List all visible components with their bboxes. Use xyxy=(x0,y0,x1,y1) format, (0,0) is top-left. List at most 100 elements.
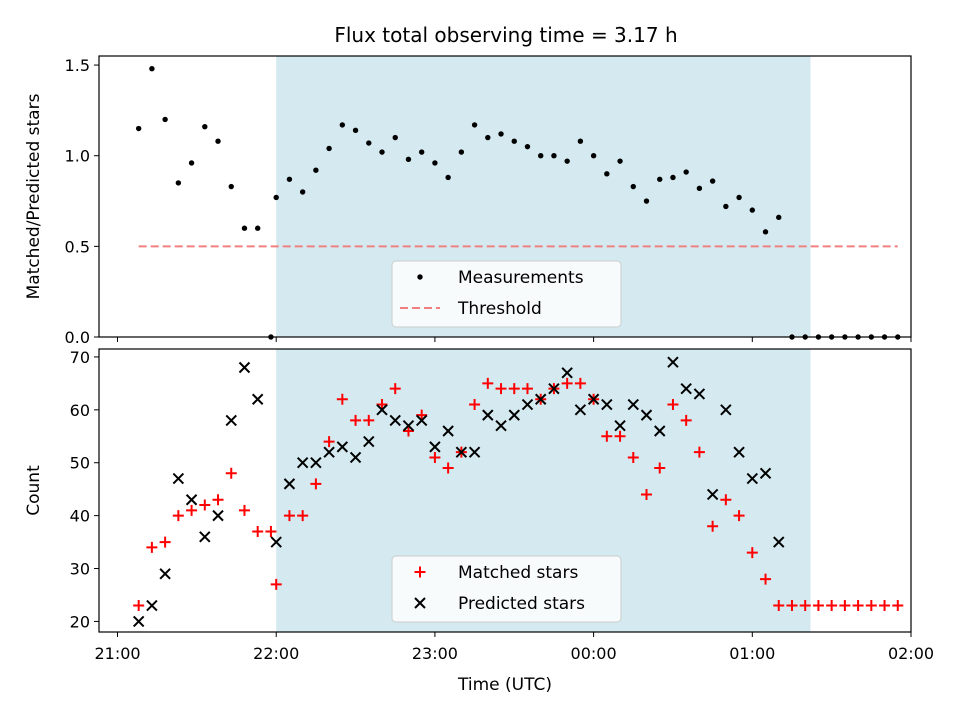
axes-frame xyxy=(98,348,912,633)
top-panel: 0.0 0.5 1.0 1.5 Matched/Predicted stars Measu… xyxy=(24,55,912,347)
matched-star-point xyxy=(350,414,362,426)
matched-star-point xyxy=(561,377,573,389)
y-tick-label: 70 xyxy=(70,348,90,367)
measurement-point xyxy=(445,174,451,181)
matched-star-point xyxy=(495,383,507,395)
measurement-point xyxy=(135,125,142,132)
predicted-star-point xyxy=(283,478,296,490)
predicted-star-point xyxy=(296,457,309,469)
matched-star-point xyxy=(654,462,666,474)
matched-star-point xyxy=(614,430,626,442)
matched-star-point xyxy=(212,494,224,506)
matched-star-point xyxy=(746,547,758,559)
measurement-point xyxy=(339,122,346,128)
matched-star-point xyxy=(773,600,785,612)
measurement-point xyxy=(149,65,155,72)
matched-star-point xyxy=(760,573,772,585)
predicted-star-point xyxy=(614,419,626,432)
matched-star-point xyxy=(826,600,838,612)
measurement-point xyxy=(352,127,359,134)
measurement-point xyxy=(326,145,332,152)
measurement-point xyxy=(299,189,306,195)
predicted-star-point xyxy=(534,393,547,405)
legend-label: Threshold xyxy=(457,299,542,319)
x-tick-label: 23:00 xyxy=(412,644,458,663)
matched-star-point xyxy=(680,414,692,426)
predicted-star-point xyxy=(680,382,692,395)
matched-star-point xyxy=(879,600,891,612)
measurement-point xyxy=(458,149,465,155)
y-axis-label: Count xyxy=(24,465,44,516)
measurement-point xyxy=(162,116,168,123)
y-tick-label: 40 xyxy=(70,507,90,526)
matched-star-point xyxy=(252,525,264,537)
predicted-star-point xyxy=(363,435,375,448)
predicted-star-point xyxy=(270,536,282,548)
predicted-star-point xyxy=(521,398,534,411)
matched-star-point xyxy=(265,525,277,537)
measurement-point xyxy=(749,207,756,213)
predicted-star-point xyxy=(706,488,719,501)
measurement-point xyxy=(188,160,195,166)
measurement-point xyxy=(551,153,557,159)
predicted-star-point xyxy=(574,404,587,416)
matched-star-point xyxy=(363,414,375,426)
measurement-point xyxy=(273,194,279,201)
matched-star-point xyxy=(297,510,309,522)
predicted-star-point xyxy=(773,536,785,548)
predicted-star-point xyxy=(429,441,441,453)
measurement-point xyxy=(643,198,650,204)
matched-star-point xyxy=(521,383,533,395)
measurement-point xyxy=(577,138,584,144)
matched-star-point xyxy=(310,478,322,490)
matched-star-point xyxy=(323,436,335,448)
predicted-star-point xyxy=(587,393,600,405)
matched-star-point xyxy=(786,600,798,612)
measurement-point xyxy=(604,171,610,177)
x-axis-label: Time (UTC) xyxy=(457,675,552,695)
matched-star-point xyxy=(402,425,414,437)
predicted-star-point xyxy=(508,409,520,421)
matched-star-point xyxy=(283,510,295,522)
measurement-point xyxy=(228,183,234,190)
legend-matched-swatch xyxy=(414,566,426,578)
matched-star-point xyxy=(270,578,282,590)
bottom-panel: 20 30 40 50 60 70 21:00 22:00 23:00 00:00 01:00 02:… xyxy=(24,348,934,695)
matched-star-point xyxy=(133,600,145,612)
measurement-point xyxy=(215,138,221,144)
measurement-point xyxy=(286,176,293,182)
matched-star-point xyxy=(667,399,679,411)
matched-star-point xyxy=(469,399,481,411)
measurement-point xyxy=(696,185,703,192)
matched-star-point xyxy=(707,520,719,532)
predicted-star-point xyxy=(601,398,613,411)
measurement-point xyxy=(471,122,478,128)
measurement-point xyxy=(485,134,491,141)
predicted-star-point xyxy=(402,419,415,432)
y-tick-label: 30 xyxy=(70,560,90,579)
legend-label: Matched stars xyxy=(458,563,578,583)
predicted-star-point xyxy=(415,414,428,427)
measurement-point xyxy=(254,225,261,231)
measurement-point xyxy=(762,229,769,235)
y-tick-label: 0.0 xyxy=(65,328,90,347)
x-tick-label: 01:00 xyxy=(729,644,775,663)
predicted-star-point xyxy=(172,472,185,485)
matched-star-point xyxy=(238,504,250,516)
measurement-point xyxy=(723,203,729,210)
measurement-point xyxy=(175,180,182,186)
matched-star-point xyxy=(601,430,613,442)
legend-label: Predicted stars xyxy=(458,594,585,614)
measurement-point xyxy=(683,169,689,175)
measurement-point xyxy=(564,158,570,164)
matched-star-point xyxy=(172,510,184,522)
predicted-star-point xyxy=(199,531,211,543)
measurement-point xyxy=(313,167,319,173)
matched-star-point xyxy=(336,393,348,405)
matched-star-point xyxy=(574,377,586,389)
x-tick-label: 02:00 xyxy=(888,644,934,663)
matched-star-point xyxy=(508,383,520,395)
axes-frame xyxy=(98,55,912,338)
matched-star-point xyxy=(720,494,732,506)
